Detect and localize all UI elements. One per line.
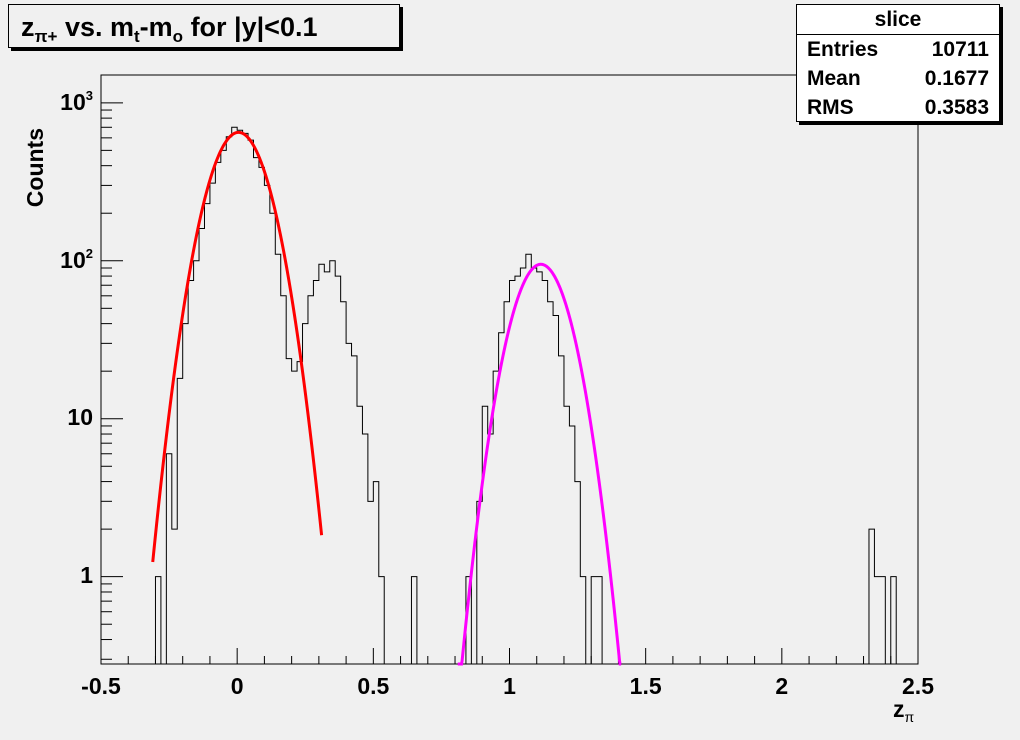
x-tick-label: -0.5 xyxy=(81,673,121,699)
stats-row-entries: Entries 10711 xyxy=(807,38,989,61)
x-tick-label: 2 xyxy=(775,673,789,699)
plot-frame xyxy=(100,74,919,665)
x-tick-label: 1.5 xyxy=(629,673,662,699)
x-tick-label: 1 xyxy=(503,673,516,699)
fit-curve-1 xyxy=(151,130,324,563)
y-tick-label: 103 xyxy=(60,87,93,115)
y-tick-label: 1 xyxy=(80,561,93,588)
x-tick-label: 2.5 xyxy=(902,673,934,699)
stats-box: slice Entries 10711 Mean 0.1677 RMS 0.3583 xyxy=(796,4,1000,122)
x-axis-label: zπ xyxy=(893,696,915,725)
y-tick-label: 102 xyxy=(60,245,93,273)
stats-title: slice xyxy=(797,5,999,35)
y-tick-label: 10 xyxy=(67,403,93,430)
fit-curve-2 xyxy=(457,262,622,666)
y-axis-label: Counts xyxy=(22,128,48,208)
stats-row-rms: RMS 0.3583 xyxy=(807,96,989,119)
x-tick-label: 0 xyxy=(230,673,244,699)
x-tick-label: 0.5 xyxy=(357,673,390,699)
chart-title: zπ+ vs. mt-mo for |y|<0.1 xyxy=(8,4,400,48)
stats-row-mean: Mean 0.1677 xyxy=(807,67,989,90)
